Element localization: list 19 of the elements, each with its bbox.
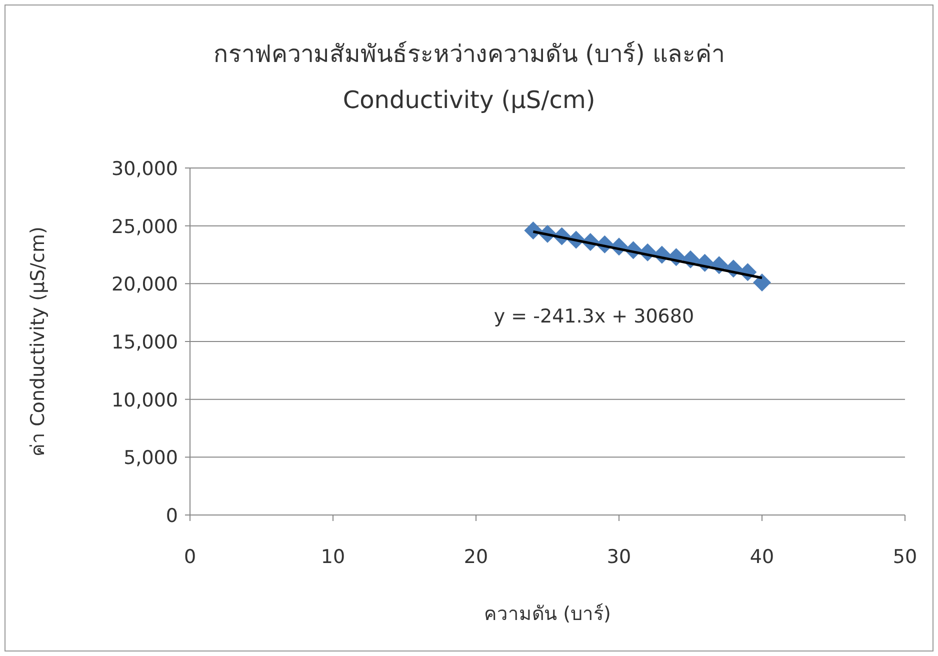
y-axis-title: ค่า Conductivity (µS/cm) bbox=[27, 226, 49, 456]
x-tick-label: 20 bbox=[464, 546, 488, 568]
x-axis-title: ความดัน (บาร์) bbox=[484, 603, 611, 625]
x-tick-label: 30 bbox=[606, 546, 632, 568]
title: Conductivity (µS/cm) bbox=[342, 86, 596, 114]
y-tick-label: 5,000 bbox=[124, 447, 178, 470]
y-tick-label: 0 bbox=[166, 505, 178, 527]
y-tick-label: 30,000 bbox=[112, 158, 178, 180]
y-tick-label: 10,000 bbox=[112, 389, 178, 412]
y-tick-label: 25,000 bbox=[112, 216, 178, 238]
x-tick-label: 40 bbox=[750, 546, 774, 568]
y-tick-label: 20,000 bbox=[112, 274, 178, 296]
title: กราฟความสัมพันธ์ระหว่างความดัน (บาร์) และค่า bbox=[214, 40, 724, 68]
x-tick-label: 10 bbox=[320, 546, 346, 568]
x-tick-label: 0 bbox=[184, 546, 196, 568]
point bbox=[753, 274, 771, 292]
x-tick-label: 50 bbox=[892, 546, 918, 568]
y-tick-label: 15,000 bbox=[112, 332, 178, 354]
annotation: y = -241.3x + 30680 bbox=[494, 305, 694, 328]
